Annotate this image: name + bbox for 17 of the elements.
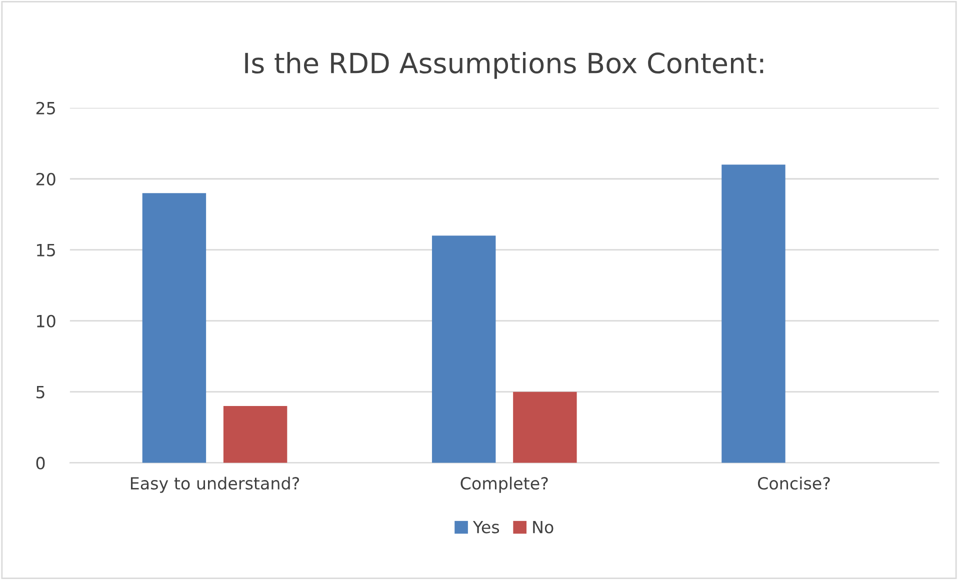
y-tick-label: 0 [36, 456, 45, 470]
x-tick-label: Complete? [460, 476, 548, 493]
chart-title: Is the RDD Assumptions Box Content: [245, 52, 764, 79]
x-tick-label: Easy to understand? [130, 476, 300, 493]
legend-label: Yes [472, 520, 500, 534]
legend-label: No [533, 520, 554, 534]
bar [223, 406, 288, 463]
bar [722, 164, 786, 463]
y-tick-label: 5 [36, 386, 44, 398]
bar [432, 236, 496, 463]
y-tick-label: 10 [37, 314, 56, 328]
y-tick-label: 20 [36, 172, 56, 186]
y-tick-label: 25 [36, 102, 55, 114]
bar [142, 193, 206, 463]
x-tick-label: Concise? [758, 476, 830, 490]
bar [513, 392, 577, 463]
y-tick-label: 15 [37, 244, 55, 256]
